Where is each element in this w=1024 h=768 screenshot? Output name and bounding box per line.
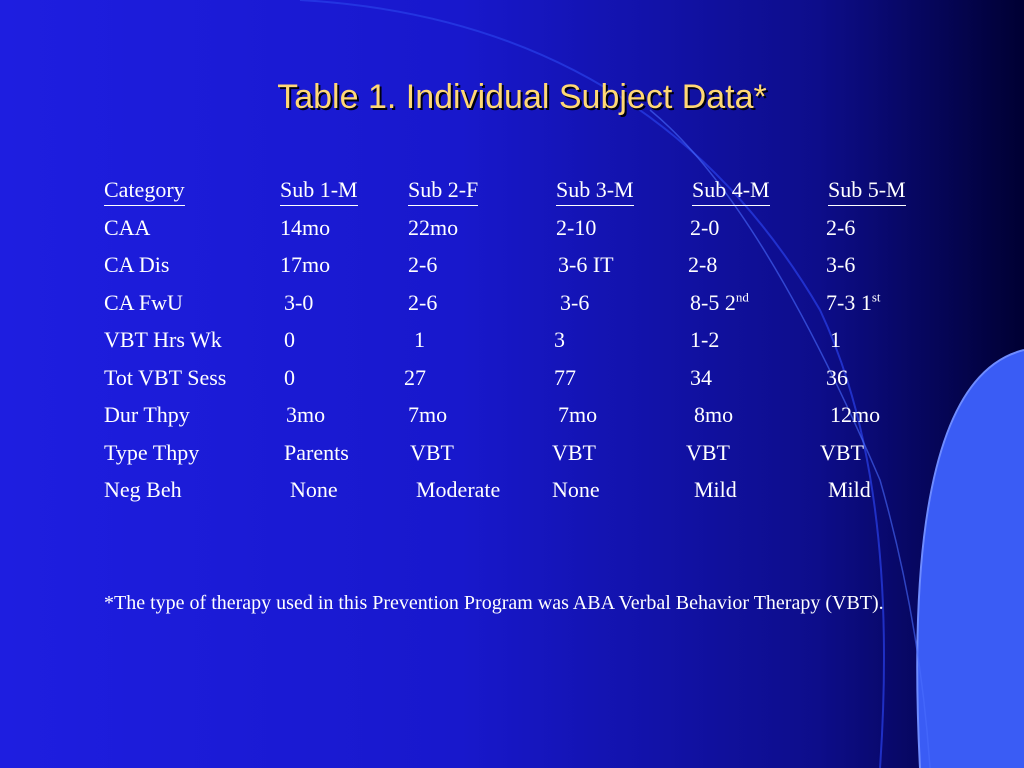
table-cell: 2-6	[826, 214, 856, 240]
row-category-label: Neg Beh	[104, 477, 182, 502]
table-cell: 34	[690, 364, 712, 390]
table-cell: None	[290, 477, 338, 502]
table-cell: 3-0	[284, 289, 314, 315]
table-body: CAA 14mo 22mo 2-10 2-0 2-6 CA Dis 17mo 2-6 3-6 IT…	[104, 213, 934, 513]
table-cell-group: 8-5 2nd	[690, 288, 749, 318]
row-category-label: VBT Hrs Wk	[104, 327, 222, 352]
table-cell-group: 7-3 1st	[826, 288, 881, 318]
table-cell: Mild	[828, 477, 871, 502]
row-category-label: Tot VBT Sess	[104, 364, 227, 390]
header-category: Category	[104, 175, 185, 206]
table-cell: 8-5 2	[690, 289, 736, 315]
table-cell: 2-6	[408, 289, 438, 315]
table-cell: Moderate	[416, 477, 501, 502]
table-row: VBT Hrs Wk 0 1 3 1-2 1	[104, 325, 934, 363]
table-cell: 12mo	[830, 402, 881, 427]
table-cell: VBT	[820, 439, 864, 465]
row-category-label: Dur Thpy	[104, 402, 190, 427]
table-cell: 1	[414, 327, 425, 352]
header-sub5: Sub 5-M	[828, 175, 906, 206]
table-cell: Mild	[694, 477, 737, 502]
table-cell: 2-8	[688, 252, 718, 277]
header-sub2: Sub 2-F	[408, 175, 479, 206]
table-cell: 36	[826, 364, 848, 390]
table-cell: 2-0	[690, 214, 720, 240]
table-cell: 3-6	[826, 252, 856, 277]
table-row: Neg Beh None Moderate None Mild Mild	[104, 475, 934, 513]
ordinal-superscript: st	[871, 289, 881, 305]
table-cell: 3	[554, 327, 565, 352]
table-row: Tot VBT Sess 0 27 77 34 36	[104, 363, 934, 401]
row-category-label: CA Dis	[104, 252, 170, 277]
table-cell: 0	[284, 327, 295, 352]
table-cell: Parents	[284, 439, 349, 465]
table-cell: VBT	[410, 439, 454, 465]
table-cell: 7-3 1	[826, 289, 872, 315]
table-cell: None	[552, 477, 600, 502]
table-cell: 27	[404, 364, 426, 390]
table-cell: 22mo	[408, 214, 459, 240]
ordinal-superscript: nd	[735, 289, 749, 305]
header-sub4: Sub 4-M	[692, 175, 770, 206]
table-cell: 3mo	[286, 402, 326, 427]
table-cell: VBT	[686, 439, 730, 465]
table-header-row: Category Sub 1-M Sub 2-F Sub 3-M Sub 4-M…	[104, 175, 934, 213]
footnote: *The type of therapy used in this Preven…	[104, 592, 884, 614]
table-cell: 0	[284, 364, 295, 390]
header-sub3: Sub 3-M	[556, 175, 634, 206]
table-cell: 7mo	[408, 402, 448, 427]
table-cell: 1	[830, 327, 841, 352]
table-row: Type Thpy Parents VBT VBT VBT VBT	[104, 438, 934, 476]
table-row: CA Dis 17mo 2-6 3-6 IT 2-8 3-6	[104, 250, 934, 288]
table-cell: 2-10	[556, 214, 597, 240]
subject-data-table: Category Sub 1-M Sub 2-F Sub 3-M Sub 4-M…	[104, 175, 934, 513]
table-cell: 3-6 IT	[558, 252, 614, 277]
table-cell: 17mo	[280, 252, 331, 277]
table-row: CAA 14mo 22mo 2-10 2-0 2-6	[104, 213, 934, 251]
table-cell: 77	[554, 364, 576, 390]
row-category-label: Type Thpy	[104, 439, 200, 465]
table-cell: VBT	[552, 439, 596, 465]
row-category-label: CAA	[104, 214, 151, 240]
table-cell: 14mo	[280, 214, 331, 240]
table-row: CA FwU 3-0 2-6 3-6 8-5 2nd 7-3 1st	[104, 288, 934, 326]
slide-title: Table 1. Individual Subject Data*	[277, 78, 767, 116]
table-cell: 2-6	[408, 252, 438, 277]
table-row: Dur Thpy 3mo 7mo 7mo 8mo 12mo	[104, 400, 934, 438]
table-cell: 3-6	[560, 289, 590, 315]
table-cell: 8mo	[694, 402, 734, 427]
table-cell: 7mo	[558, 402, 598, 427]
row-category-label: CA FwU	[104, 289, 183, 315]
header-sub1: Sub 1-M	[280, 175, 358, 206]
table-cell: 1-2	[690, 327, 720, 352]
